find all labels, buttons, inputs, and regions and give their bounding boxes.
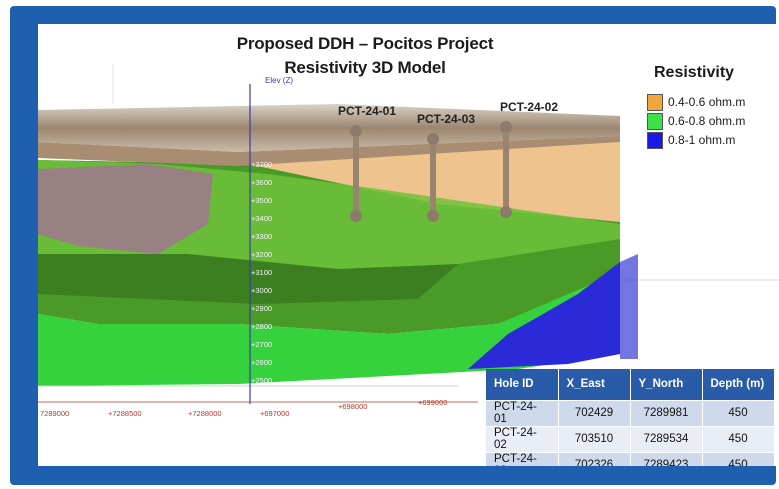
elevation-tick: +3000	[251, 286, 273, 295]
elevation-tick: +2500	[251, 376, 273, 385]
elevation-tick: +3300	[251, 232, 273, 241]
z-axis-label: Elev (Z)	[265, 76, 293, 85]
table-header: X_East	[558, 369, 631, 400]
hole-label-pct-24-02: PCT-24-02	[500, 100, 559, 114]
easting-tick: +697000	[260, 409, 290, 418]
legend-swatch-green	[647, 112, 663, 130]
elevation-tick: +3700	[251, 160, 273, 169]
table-cell: PCT-24-03	[486, 451, 559, 466]
legend-label: 0.8-1 ohm.m	[668, 133, 736, 147]
easting-tick: +7288500	[108, 409, 142, 418]
elevation-tick: +2600	[251, 358, 273, 367]
hole-label-pct-24-01: PCT-24-01	[338, 104, 397, 118]
table-header-row: Hole ID X_East Y_North Depth (m)	[486, 369, 775, 400]
table-row: PCT-24-03 702326 7289423 450	[486, 451, 775, 466]
table-cell: 7289534	[630, 425, 703, 452]
table-header: Y_North	[630, 369, 703, 400]
table-cell: 450	[702, 425, 775, 452]
blue-zone-side	[620, 254, 638, 359]
terrain-edge	[38, 136, 620, 166]
slide-frame: Proposed DDH – Pocitos Project Resistivi…	[10, 6, 779, 485]
easting-tick: 7289000	[40, 409, 70, 418]
purple-zone	[38, 164, 213, 254]
drill-holes-table: Hole ID X_East Y_North Depth (m) PCT-24-…	[486, 369, 775, 466]
elevation-tick: +2700	[251, 340, 273, 349]
dark-green-shading	[38, 254, 458, 304]
legend-title: Resistivity	[654, 64, 735, 81]
elevation-tick: +3500	[251, 196, 273, 205]
hole-label-pct-24-03: PCT-24-03	[417, 112, 476, 126]
table-row: PCT-24-01 702429 7289981 450	[486, 399, 775, 426]
table-row: PCT-24-02 703510 7289534 450	[486, 425, 775, 452]
elevation-tick: +3100	[251, 268, 273, 277]
title-line-2: Resistivity 3D Model	[284, 58, 446, 77]
legend-swatch-orange	[647, 93, 663, 111]
topographic-surface	[38, 104, 620, 152]
elevation-tick: +2900	[251, 304, 273, 313]
table-cell: PCT-24-01	[486, 399, 559, 426]
slide-canvas: Proposed DDH – Pocitos Project Resistivi…	[38, 24, 779, 466]
elevation-tick: +2800	[251, 322, 273, 331]
table-header: Depth (m)	[702, 369, 775, 400]
legend-item: 0.6-0.8 ohm.m	[647, 112, 745, 130]
table-cell: 7289981	[630, 399, 703, 426]
table-cell: 450	[702, 451, 775, 466]
table-cell: 702326	[558, 451, 631, 466]
legend-item: 0.4-0.6 ohm.m	[647, 93, 745, 111]
legend-label: 0.4-0.6 ohm.m	[668, 95, 746, 109]
drill-hole-pct-24-02	[500, 121, 512, 218]
table-header: Hole ID	[486, 369, 559, 400]
title-line-1: Proposed DDH – Pocitos Project	[236, 34, 494, 53]
easting-tick: +699000	[418, 398, 448, 407]
legend-swatch-blue	[647, 131, 663, 149]
easting-tick: +698000	[338, 402, 368, 411]
elevation-tick: +3400	[251, 214, 273, 223]
table-cell: 450	[702, 399, 775, 426]
table-cell: 7289423	[630, 451, 703, 466]
table-cell: 702429	[558, 399, 631, 426]
drill-hole-pct-24-01	[350, 125, 362, 222]
drill-hole-pct-24-03	[427, 133, 439, 222]
legend-item: 0.8-1 ohm.m	[647, 131, 735, 149]
blue-resistivity-zone	[468, 262, 620, 369]
resistivity-3d-model	[38, 64, 779, 404]
table-cell: 703510	[558, 425, 631, 452]
legend-label: 0.6-0.8 ohm.m	[668, 114, 746, 128]
elevation-tick: +3200	[251, 250, 273, 259]
table-cell: PCT-24-02	[486, 425, 559, 452]
easting-tick: +7288000	[188, 409, 222, 418]
elevation-tick: +3600	[251, 178, 273, 187]
bright-green-layer	[38, 272, 620, 386]
